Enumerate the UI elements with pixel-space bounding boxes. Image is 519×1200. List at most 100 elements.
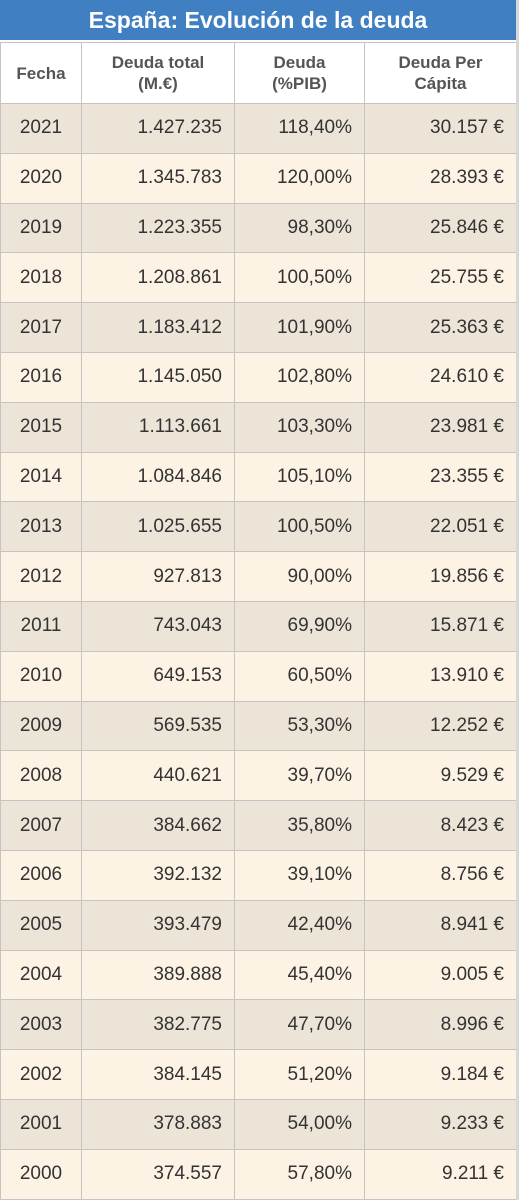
table-cell: 25.755 €	[364, 252, 516, 304]
table-row: 2019 1.223.355 98,30% 25.846 €	[0, 202, 516, 254]
table-cell: 39,10%	[234, 849, 365, 901]
table-cell: 53,30%	[234, 700, 365, 752]
table-cell: 2006	[0, 849, 82, 901]
table-cell: 39,70%	[234, 750, 365, 802]
table-cell: 2011	[0, 600, 82, 652]
table-cell: 2016	[0, 351, 82, 403]
table-row: 2004 389.888 45,40% 9.005 €	[0, 949, 516, 1001]
table-cell: 9.211 €	[364, 1148, 516, 1200]
table-row: 2002 384.145 51,20% 9.184 €	[0, 1049, 516, 1100]
table-row: 2014 1.084.846 105,10% 23.355 €	[0, 451, 516, 503]
table-cell: 2012	[0, 551, 82, 602]
table-cell: 13.910 €	[364, 650, 516, 702]
table-cell: 103,30%	[234, 401, 365, 453]
table-cell: 15.871 €	[364, 600, 516, 652]
table-cell: 30.157 €	[364, 103, 516, 154]
table-cell: 2005	[0, 899, 82, 951]
table-cell: 60,50%	[234, 650, 365, 702]
table-cell: 2008	[0, 750, 82, 802]
table-cell: 22.051 €	[364, 501, 516, 553]
table-cell: 51,20%	[234, 1049, 365, 1100]
table-cell: 1.025.655	[81, 501, 235, 553]
table-cell: 118,40%	[234, 103, 365, 154]
table-cell: 374.557	[81, 1148, 235, 1200]
table-row: 2015 1.113.661 103,30% 23.981 €	[0, 401, 516, 453]
table-cell: 8.996 €	[364, 999, 516, 1051]
table-row: 2018 1.208.861 100,50% 25.755 €	[0, 252, 516, 304]
table-cell: 54,00%	[234, 1098, 365, 1150]
table-cell: 98,30%	[234, 202, 365, 254]
table-cell: 2021	[0, 103, 82, 154]
table-cell: 9.005 €	[364, 949, 516, 1001]
table-row: 2013 1.025.655 100,50% 22.051 €	[0, 501, 516, 553]
table-cell: 2001	[0, 1098, 82, 1150]
table-cell: 2002	[0, 1049, 82, 1100]
table-cell: 35,80%	[234, 800, 365, 851]
table-cell: 927.813	[81, 551, 235, 602]
table-cell: 2015	[0, 401, 82, 453]
table-cell: 2019	[0, 202, 82, 254]
table-row: 2021 1.427.235 118,40% 30.157 €	[0, 103, 516, 154]
table-cell: 1.183.412	[81, 302, 235, 353]
table-row: 2010 649.153 60,50% 13.910 €	[0, 650, 516, 702]
debt-table: Fecha Deuda total (M.€) Deuda (%PIB) Deuda …	[0, 42, 516, 1200]
column-header: Deuda total (M.€)	[81, 42, 235, 104]
table-cell: 392.132	[81, 849, 235, 901]
table-cell: 1.208.861	[81, 252, 235, 304]
table-cell: 384.662	[81, 800, 235, 851]
table-cell: 1.223.355	[81, 202, 235, 254]
table-cell: 1.345.783	[81, 152, 235, 204]
column-header: Fecha	[0, 42, 82, 104]
table-cell: 23.981 €	[364, 401, 516, 453]
table-cell: 382.775	[81, 999, 235, 1051]
table-row: 2008 440.621 39,70% 9.529 €	[0, 750, 516, 802]
table-cell: 47,70%	[234, 999, 365, 1051]
table-cell: 42,40%	[234, 899, 365, 951]
table-cell: 378.883	[81, 1098, 235, 1150]
table-cell: 120,00%	[234, 152, 365, 204]
table-cell: 389.888	[81, 949, 235, 1001]
column-header: Deuda Per Cápita	[364, 42, 516, 104]
table-cell: 19.856 €	[364, 551, 516, 602]
table-cell: 90,00%	[234, 551, 365, 602]
table-body: 2021 1.427.235 118,40% 30.157 €2020 1.345.78…	[0, 103, 516, 1200]
header-row: Fecha Deuda total (M.€) Deuda (%PIB) Deuda …	[0, 42, 516, 104]
table-row: 2007 384.662 35,80% 8.423 €	[0, 800, 516, 851]
table-row: 2005 393.479 42,40% 8.941 €	[0, 899, 516, 951]
table-cell: 100,50%	[234, 501, 365, 553]
table-row: 2009 569.535 53,30% 12.252 €	[0, 700, 516, 752]
table-row: 2000 374.557 57,80% 9.211 €	[0, 1148, 516, 1200]
table-row: 2011 743.043 69,90% 15.871 €	[0, 600, 516, 652]
table-cell: 743.043	[81, 600, 235, 652]
table-cell: 9.184 €	[364, 1049, 516, 1100]
column-header-text: Fecha	[16, 63, 66, 83]
table-cell: 2020	[0, 152, 82, 204]
table-cell: 1.084.846	[81, 451, 235, 503]
table-cell: 8.423 €	[364, 800, 516, 851]
table-cell: 8.756 €	[364, 849, 516, 901]
table-cell: 649.153	[81, 650, 235, 702]
table-cell: 2010	[0, 650, 82, 702]
table-cell: 101,90%	[234, 302, 365, 353]
table-cell: 440.621	[81, 750, 235, 802]
table-cell: 8.941 €	[364, 899, 516, 951]
table-cell: 45,40%	[234, 949, 365, 1001]
table-cell: 23.355 €	[364, 451, 516, 503]
table-cell: 2013	[0, 501, 82, 553]
table-cell: 69,90%	[234, 600, 365, 652]
table-cell: 12.252 €	[364, 700, 516, 752]
table-cell: 2007	[0, 800, 82, 851]
table-cell: 569.535	[81, 700, 235, 752]
table-cell: 9.529 €	[364, 750, 516, 802]
table-cell: 1.145.050	[81, 351, 235, 403]
table-cell: 2003	[0, 999, 82, 1051]
table-cell: 102,80%	[234, 351, 365, 403]
table-cell: 2009	[0, 700, 82, 752]
table-cell: 9.233 €	[364, 1098, 516, 1150]
column-header: Deuda (%PIB)	[234, 42, 365, 104]
table-title: España: Evolución de la deuda	[0, 0, 516, 42]
table-cell: 1.113.661	[81, 401, 235, 453]
table-cell: 25.363 €	[364, 302, 516, 353]
table-cell: 2014	[0, 451, 82, 503]
